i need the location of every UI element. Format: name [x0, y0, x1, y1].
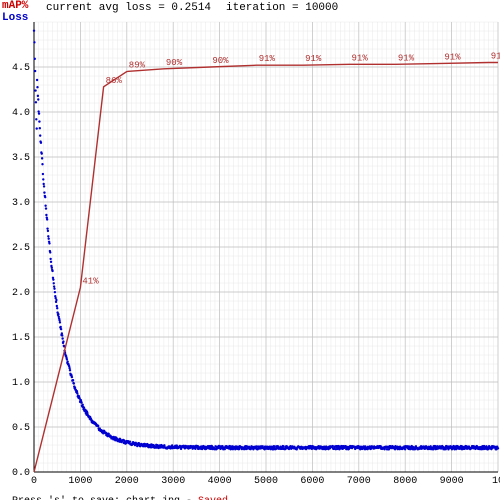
- svg-text:0.0: 0.0: [12, 468, 30, 479]
- map-point-label: 90%: [166, 58, 183, 68]
- map-point-label: 89%: [129, 61, 146, 71]
- map-point-label: 91%: [352, 53, 369, 63]
- map-point-label: 91%: [491, 52, 500, 62]
- map-point-label: 41%: [82, 277, 99, 287]
- svg-text:1.0: 1.0: [12, 378, 30, 389]
- map-percent-label: mAP%: [2, 0, 28, 12]
- iteration-text: iteration = 10000: [226, 2, 338, 14]
- map-point-label: 90%: [212, 56, 229, 66]
- loss-label: Loss: [2, 12, 28, 24]
- footer-saved: Saved: [198, 496, 228, 500]
- svg-text:3.0: 3.0: [12, 198, 30, 209]
- svg-text:0.5: 0.5: [12, 423, 30, 434]
- map-point-label: 86%: [106, 76, 123, 86]
- map-point-label: 91%: [305, 54, 322, 64]
- map-point-label: 91%: [259, 54, 276, 64]
- svg-text:2.5: 2.5: [12, 243, 30, 254]
- svg-text:1.5: 1.5: [12, 333, 30, 344]
- svg-text:4.5: 4.5: [12, 63, 30, 74]
- avg-loss-text: current avg loss = 0.2514: [46, 2, 211, 14]
- map-point-label: 91%: [444, 52, 461, 62]
- svg-text:4.0: 4.0: [12, 108, 30, 119]
- footer-save-hint: Press 's' to save: chart.jpg -: [12, 496, 198, 500]
- map-point-label: 91%: [398, 53, 415, 63]
- svg-text:3.5: 3.5: [12, 153, 30, 164]
- svg-text:2.0: 2.0: [12, 288, 30, 299]
- footer-bar: Press 's' to save: chart.jpg - Saved Ite…: [0, 485, 500, 500]
- training-chart: 0.00.51.01.52.02.53.03.54.04.50100020003…: [0, 0, 500, 500]
